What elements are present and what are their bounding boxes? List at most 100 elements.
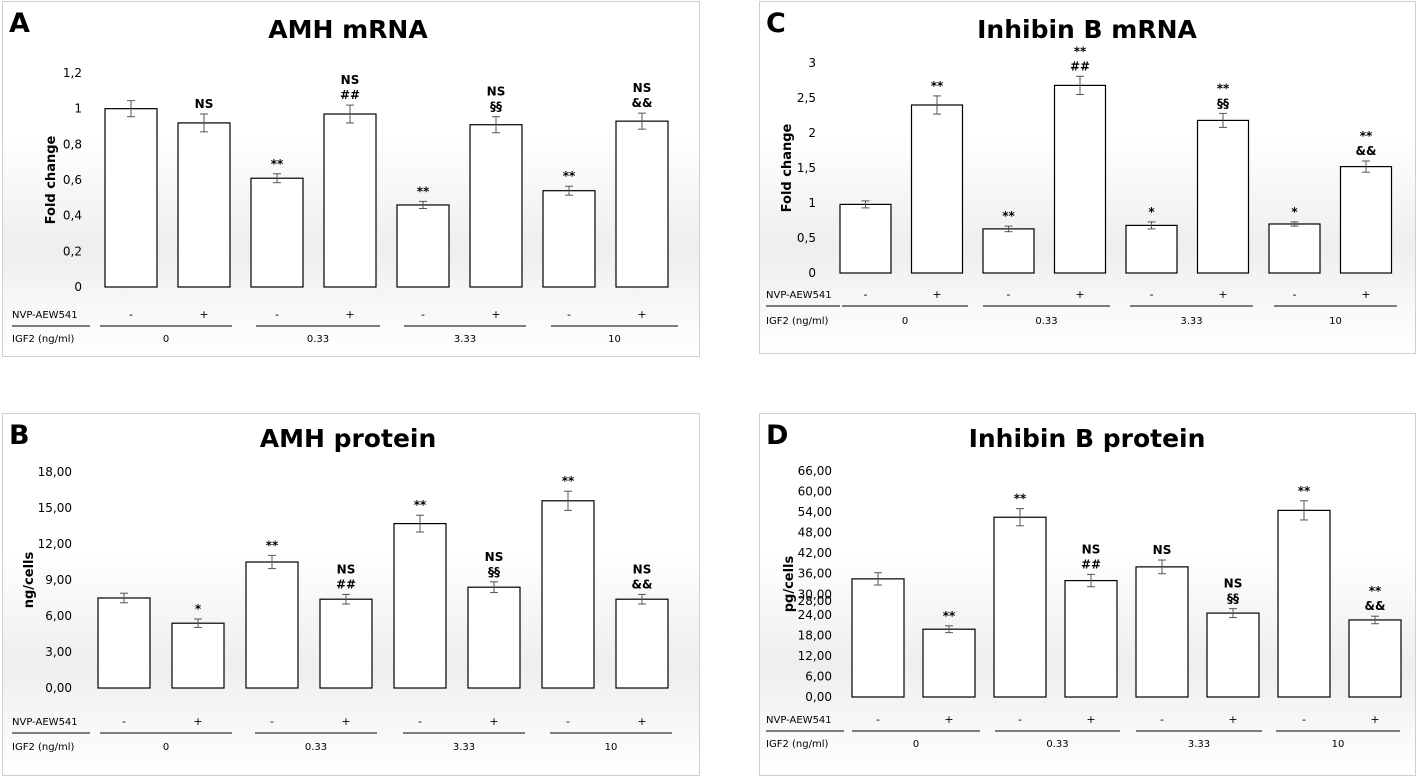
chart-c-bar [1339, 166, 1393, 274]
chart-b-ytick: 12,00 [38, 537, 72, 551]
chart-d-ytick: 48,00 [798, 526, 832, 540]
chart-b-bar [393, 522, 447, 689]
chart-c-ylabel: Fold change [780, 123, 795, 212]
chart-d-ytick: 30,00 [798, 587, 832, 601]
chart-b-bar [467, 586, 521, 689]
chart-b-nvp-sign: - [418, 715, 422, 728]
chart-c-sig-label: ** [931, 79, 944, 93]
chart-d-nvp-sign: - [1160, 713, 1164, 726]
chart-d-sig-label: NS [1224, 577, 1243, 591]
chart-d-ytick: 12,00 [798, 649, 832, 663]
chart-b-nvp-sign: - [566, 715, 570, 728]
chart-d-bar [1206, 612, 1260, 698]
chart-d-igf-value: 0.33 [1046, 739, 1068, 750]
chart-c-ytick: 0,5 [797, 231, 816, 245]
chart-d-igf-label: IGF2 (ng/ml) [766, 739, 828, 750]
chart-b-ytick: 6,00 [45, 609, 72, 623]
chart-b-igf-value: 3.33 [453, 742, 475, 753]
chart-c-sig-label: * [1291, 205, 1298, 219]
chart-c-sig-label: ## [1070, 59, 1090, 73]
chart-c-bar [1196, 119, 1250, 274]
chart-d-ylabel: pg/cells [782, 555, 797, 612]
chart-c-nvp-sign: + [932, 288, 941, 301]
chart-d-bar [1135, 566, 1189, 698]
chart-a-sig-label: NS [487, 85, 506, 99]
chart-a-igf-value: 0 [163, 334, 169, 345]
chart-b-bar [615, 598, 669, 689]
chart-d-ytick: 18,00 [798, 628, 832, 642]
chart-d-sig-label: ** [1014, 492, 1027, 506]
chart-c-nvp-sign: + [1218, 288, 1227, 301]
chart-a-sig-label: NS [633, 81, 652, 95]
chart-b-ytick: 18,00 [38, 465, 72, 479]
chart-b-ytick: 3,00 [45, 645, 72, 659]
chart-a-nvp-label: NVP-AEW541 [12, 310, 78, 321]
chart-b-sig-label: ** [266, 538, 279, 552]
chart-b-nvp-sign: + [193, 715, 202, 728]
panel-letter-a: A [9, 8, 30, 39]
chart-a-igf-label: IGF2 (ng/ml) [12, 334, 74, 345]
chart-d-igf-value: 10 [1332, 739, 1345, 750]
chart-a-nvp-sign: + [491, 308, 500, 321]
chart-d-ytick: 66,00 [798, 464, 832, 478]
chart-b-sig-label: ## [336, 577, 356, 591]
chart-b-igf-value: 0 [163, 742, 169, 753]
chart-c-ytick: 0 [808, 266, 816, 280]
chart-c-bar [1125, 224, 1178, 274]
chart-a-ytick: 0,2 [63, 244, 82, 258]
chart-b-ytick: 0,00 [45, 681, 72, 695]
chart-d-nvp-sign: + [944, 713, 953, 726]
chart-a-bar [250, 177, 304, 288]
chart-c-igf-value: 0.33 [1035, 316, 1057, 327]
chart-d-ytick: 36,00 [798, 567, 832, 581]
chart-b-nvp-sign: + [341, 715, 350, 728]
chart-a-sig-label: NS [341, 73, 360, 87]
chart-b-sig-label: §§ [488, 565, 500, 579]
chart-c-nvp-sign: + [1075, 288, 1084, 301]
chart-d-bar [922, 628, 976, 698]
chart-b-bar [245, 561, 299, 689]
chart-b-nvp-sign: - [270, 715, 274, 728]
chart-b-igf-value: 10 [605, 742, 618, 753]
chart-a-title: AMH mRNA [268, 15, 428, 44]
chart-d-sig-label: ## [1081, 557, 1101, 571]
chart-b-igf-value: 0.33 [305, 742, 327, 753]
chart-d-nvp-sign: + [1370, 713, 1379, 726]
chart-d-bar [1277, 509, 1331, 698]
chart-c-bar [910, 104, 964, 274]
chart-b-igf-label: IGF2 (ng/ml) [12, 742, 74, 753]
chart-c-igf-value: 0 [902, 316, 908, 327]
chart-a-igf-value: 10 [608, 334, 621, 345]
chart-d-sig-label: NS [1082, 542, 1101, 556]
chart-b-ytick: 15,00 [38, 501, 72, 515]
chart-d-bar [1064, 579, 1118, 698]
chart-c-ytick: 1 [808, 196, 816, 210]
chart-a-ylabel: Fold change [44, 135, 59, 224]
chart-b-bar [97, 597, 151, 689]
chart-a-sig-label: ** [417, 184, 430, 198]
chart-c-nvp-sign: - [1293, 288, 1297, 301]
chart-c-ytick: 1,5 [797, 161, 816, 175]
chart-a-nvp-sign: - [275, 308, 279, 321]
chart-a-sig-label: ## [340, 88, 360, 102]
chart-c-bar [1053, 84, 1107, 274]
chart-b-sig-label: ** [562, 474, 575, 488]
chart-a-ytick: 1 [74, 102, 82, 116]
panel-letter-d: D [766, 420, 789, 451]
chart-c-igf-label: IGF2 (ng/ml) [766, 316, 828, 327]
chart-d-title: Inhibin B protein [969, 424, 1206, 453]
chart-c-nvp-label: NVP-AEW541 [766, 290, 832, 301]
chart-b-sig-label: ** [414, 498, 427, 512]
chart-a-nvp-sign: - [129, 308, 133, 321]
chart-a-ytick: 0,6 [63, 173, 82, 187]
chart-b-nvp-sign: + [637, 715, 646, 728]
chart-c-ytick: 2,5 [797, 91, 816, 105]
chart-c-sig-label: ** [1217, 81, 1230, 95]
chart-c-nvp-sign: - [1150, 288, 1154, 301]
chart-c-bar [982, 228, 1035, 274]
chart-a-ytick: 0 [74, 280, 82, 294]
chart-a-sig-label: && [632, 96, 653, 110]
chart-b-sig-label: NS [337, 562, 356, 576]
chart-d-sig-label: NS [1153, 543, 1172, 557]
